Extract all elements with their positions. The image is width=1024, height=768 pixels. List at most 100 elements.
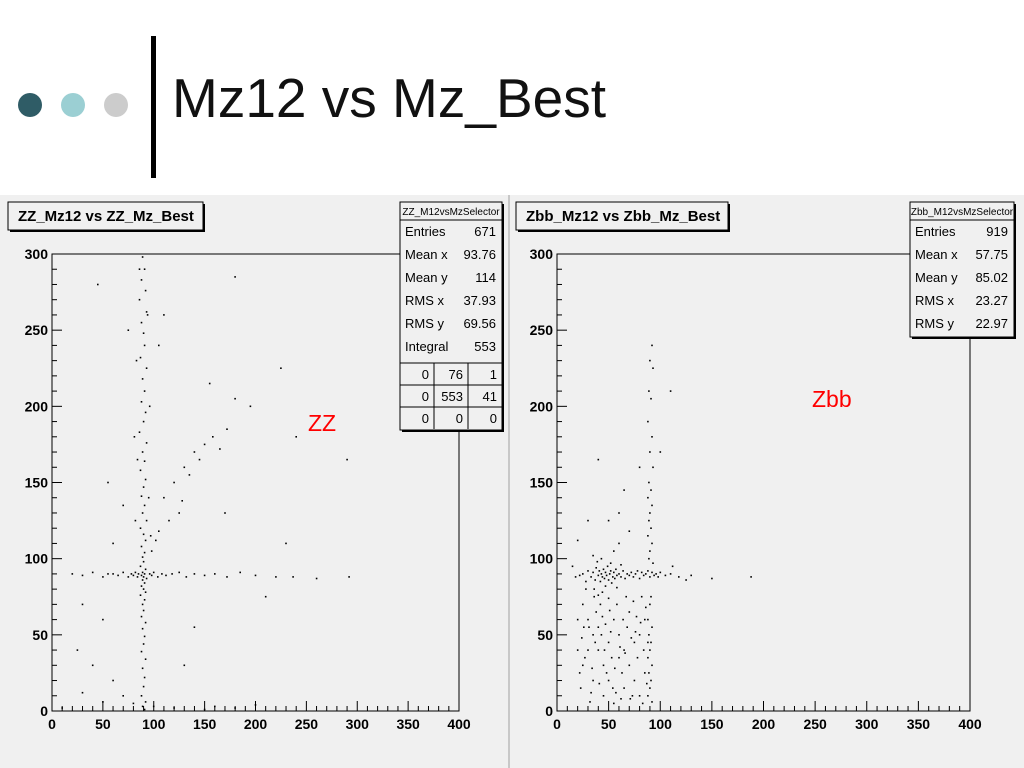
data-point (618, 573, 620, 575)
stats-row-value: 85.02 (975, 270, 1008, 285)
bullet-dot-light (61, 93, 85, 117)
data-point (140, 695, 143, 697)
stats-row-value: 671 (474, 224, 496, 239)
data-point (651, 504, 653, 507)
data-point (141, 705, 144, 708)
data-point (638, 695, 641, 697)
data-point (650, 679, 652, 682)
data-point (142, 609, 145, 612)
stats-row-value: 37.93 (463, 293, 496, 308)
data-point (616, 603, 618, 606)
data-point (292, 576, 294, 578)
data-point (594, 641, 596, 644)
stats-row-value: 553 (474, 339, 496, 354)
data-point (600, 557, 603, 560)
data-point (592, 554, 594, 557)
data-point (576, 649, 579, 651)
data-point (234, 276, 236, 278)
data-point (141, 556, 144, 558)
data-point (152, 705, 155, 708)
stats-row-label: Mean x (915, 247, 958, 262)
data-point (158, 344, 160, 347)
data-point (155, 539, 157, 542)
data-point (648, 481, 650, 484)
data-point (605, 574, 608, 577)
data-point (585, 588, 587, 590)
data-point (140, 615, 143, 618)
data-point (592, 679, 594, 682)
data-point (648, 557, 650, 560)
data-point (584, 656, 586, 659)
y-tick-label: 150 (25, 475, 49, 491)
data-point (142, 332, 145, 334)
data-point (626, 626, 628, 628)
plot-frame (556, 253, 971, 712)
y-tick-label: 300 (530, 246, 554, 262)
data-point (254, 574, 257, 577)
data-point (621, 672, 623, 674)
chart-title: ZZ_Mz12 vs ZZ_Mz_Best (18, 208, 194, 225)
data-point (582, 664, 584, 667)
data-point (597, 458, 600, 461)
data-point (604, 623, 607, 625)
data-point (203, 708, 206, 711)
data-point (651, 701, 653, 703)
data-point (144, 289, 147, 292)
data-point (659, 571, 662, 574)
data-point (181, 500, 183, 502)
data-point (614, 577, 616, 580)
data-point (141, 627, 144, 630)
data-point (127, 576, 130, 578)
stats-row-label: RMS x (915, 293, 955, 308)
data-point (600, 573, 603, 575)
data-point (141, 256, 144, 258)
data-point (632, 576, 635, 578)
data-point (165, 574, 167, 577)
data-point (649, 603, 651, 606)
data-point (618, 634, 620, 636)
data-point (208, 382, 211, 385)
data-point (588, 626, 590, 628)
data-point (590, 576, 592, 578)
data-point (651, 542, 653, 545)
data-point (603, 649, 606, 651)
data-point (622, 570, 624, 572)
data-point (647, 656, 649, 659)
data-point (649, 359, 651, 362)
x-tick-label: 300 (855, 716, 879, 732)
data-point (295, 436, 297, 438)
data-point (157, 576, 159, 578)
stats-box-frame (399, 201, 503, 431)
y-tick-label: 0 (40, 703, 48, 719)
data-point (651, 344, 653, 347)
data-point (659, 451, 662, 453)
data-point (234, 707, 236, 709)
data-point (315, 577, 318, 580)
x-tick-label: 50 (95, 716, 111, 732)
y-tick-label: 150 (530, 475, 554, 491)
data-point (647, 496, 649, 499)
data-point (144, 621, 147, 624)
data-point (150, 550, 153, 552)
data-point (645, 573, 647, 575)
data-point (136, 576, 139, 578)
data-point (148, 405, 151, 408)
data-point (226, 576, 228, 578)
figure-canvas: 0 50 100 150 200 250 300 0 50 100 150 200 250 300 350 4… (0, 195, 1024, 768)
title-box (7, 201, 204, 231)
data-point (193, 451, 196, 453)
data-point (647, 535, 649, 537)
data-point (650, 527, 652, 529)
data-point (650, 641, 652, 644)
stats-row-label: Integral (405, 339, 448, 354)
data-point (143, 635, 146, 638)
data-point (142, 420, 145, 423)
data-point (107, 481, 109, 484)
data-point (647, 618, 649, 621)
data-point (640, 571, 643, 574)
data-point (612, 576, 614, 578)
data-point (590, 691, 592, 694)
data-point (582, 603, 584, 606)
data-point (642, 649, 645, 651)
data-point (615, 568, 617, 571)
